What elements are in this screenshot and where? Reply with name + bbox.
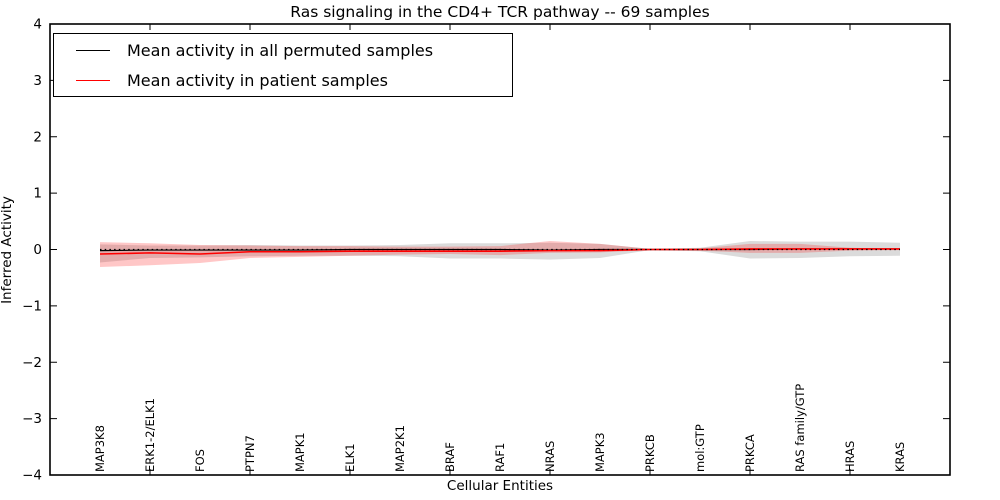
- y-tick-label: 4: [33, 17, 42, 33]
- x-category-label: ELK1: [343, 443, 357, 472]
- legend-label-permuted: Mean activity in all permuted samples: [127, 40, 434, 60]
- x-category-label: MAP3K8: [93, 425, 107, 472]
- legend-entry-permuted: Mean activity in all permuted samples: [54, 36, 512, 64]
- x-category-label: RAF1: [493, 443, 507, 472]
- x-category-label: PTPN7: [243, 435, 257, 472]
- x-category-label: MAPK1: [293, 432, 307, 472]
- x-category-label: FOS: [193, 449, 207, 472]
- x-category-label: PRKCB: [643, 434, 657, 472]
- x-category-label: RAS family/GTP: [793, 384, 807, 472]
- x-axis-label: Cellular Entities: [446, 478, 554, 494]
- x-category-label: KRAS: [893, 442, 907, 472]
- legend-line-patient-icon: [76, 79, 110, 81]
- x-category-label: NRAS: [543, 441, 557, 472]
- x-category-label: mol:GTP: [693, 424, 707, 472]
- legend-entry-patient: Mean activity in patient samples: [54, 66, 512, 94]
- x-category-label: MAPK3: [593, 432, 607, 472]
- x-category-label: BRAF: [443, 442, 457, 472]
- y-axis-label: Inferred Activity: [0, 196, 15, 304]
- x-category-label: HRAS: [843, 441, 857, 472]
- x-category-label: ERK1-2/ELK1: [143, 398, 157, 472]
- y-tick-label: 3: [33, 73, 42, 89]
- x-category-label: MAP2K1: [393, 425, 407, 472]
- y-tick-label: 0: [33, 242, 42, 258]
- legend: Mean activity in all permuted samples Me…: [53, 33, 513, 97]
- y-tick-label: 1: [33, 186, 42, 202]
- y-tick-label: −3: [22, 411, 42, 427]
- y-tick-label: 2: [33, 129, 42, 145]
- legend-line-permuted-icon: [76, 49, 110, 51]
- x-category-label: PRKCA: [743, 434, 757, 472]
- patient-samples-range-band: [100, 241, 900, 267]
- series-line-1: [99, 248, 900, 255]
- y-tick-label: −2: [22, 355, 42, 371]
- y-tick-label: −4: [22, 468, 42, 484]
- chart-title: Ras signaling in the CD4+ TCR pathway --…: [290, 3, 710, 21]
- y-tick-label: −1: [22, 298, 42, 314]
- legend-label-patient: Mean activity in patient samples: [127, 70, 388, 90]
